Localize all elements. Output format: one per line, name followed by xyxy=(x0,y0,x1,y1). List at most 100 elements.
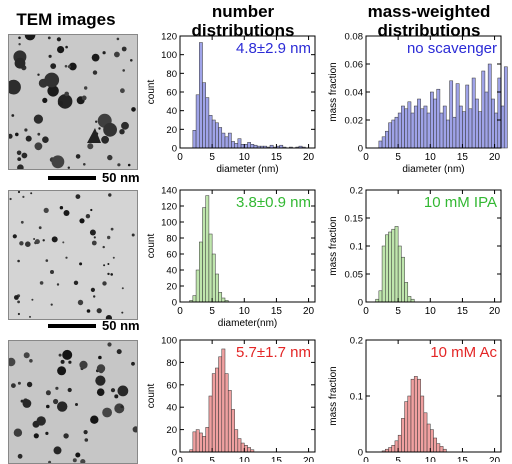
x-tick-label: 10 xyxy=(425,456,437,462)
bar xyxy=(221,297,226,303)
bar xyxy=(465,84,470,149)
y-tick-label: 40 xyxy=(166,403,177,414)
bar xyxy=(247,142,251,149)
bar xyxy=(484,91,489,149)
bar xyxy=(202,82,206,149)
bar xyxy=(202,436,206,453)
y-tick-label: 20 xyxy=(166,282,177,293)
histogram-m2: 0 5 10 15 20 0 0.05 0.1 0.15 0.2 mass fraction 10 m… xyxy=(328,186,502,317)
x-tick-label: 5 xyxy=(209,456,215,462)
bar xyxy=(430,91,434,149)
bar xyxy=(391,445,396,453)
x-tick-label: 20 xyxy=(303,306,315,317)
y-axis-label: count xyxy=(146,384,157,409)
bar xyxy=(388,231,392,303)
y-tick-label: 60 xyxy=(166,250,177,261)
x-tick-label: 5 xyxy=(395,152,401,163)
mass-distributions-header: mass-weighted distributions xyxy=(354,2,504,40)
y-tick-label: 0.04 xyxy=(345,88,364,99)
x-tick-label: 20 xyxy=(303,456,315,462)
scale-bar-2-label: 50 nm xyxy=(102,318,140,333)
bar xyxy=(211,119,216,149)
x-tick-label: 0 xyxy=(177,306,183,317)
mass-header-line1: mass-weighted xyxy=(367,2,491,21)
bar xyxy=(423,412,428,453)
bar xyxy=(413,105,418,149)
x-tick-label: 20 xyxy=(303,152,315,163)
x-tick-label: 15 xyxy=(271,456,283,462)
bar xyxy=(234,143,239,149)
bar xyxy=(237,138,242,149)
histogram-m1: 0 5 10 15 20 0 0.02 0.04 0.06 0.08 mass fraction di… xyxy=(328,32,508,175)
y-tick-label: 0 xyxy=(358,448,363,459)
bar xyxy=(192,130,197,149)
histogram-n2: 0 5 10 15 20 0 20 40 60 80 100 120 140 count diameter(… xyxy=(146,186,316,329)
y-axis-label: mass fraction xyxy=(328,62,339,121)
bar xyxy=(234,429,239,453)
y-tick-label: 140 xyxy=(161,186,177,197)
bar xyxy=(439,112,444,149)
scale-bar-1 xyxy=(48,176,96,180)
bar xyxy=(436,88,441,149)
histogram-n3: 0 5 10 15 20 0 20 40 60 80 100 count 5.7±1.7 nm xyxy=(146,336,316,462)
y-tick-label: 0.15 xyxy=(345,214,364,225)
annotation: 5.7±1.7 nm xyxy=(236,344,311,361)
bar xyxy=(426,423,431,453)
y-axis-label: count xyxy=(146,234,157,259)
bar xyxy=(394,226,399,303)
scale-bar-2 xyxy=(48,324,96,328)
bar xyxy=(195,94,200,149)
x-tick-label: 10 xyxy=(239,152,251,163)
bar xyxy=(503,66,508,149)
y-tick-label: 80 xyxy=(166,69,177,80)
bar xyxy=(426,112,431,149)
bar xyxy=(192,431,197,453)
bar xyxy=(231,141,235,149)
bar xyxy=(420,108,425,149)
bar xyxy=(401,418,405,453)
bar xyxy=(215,122,219,149)
bar xyxy=(227,390,232,453)
x-tick-label: 0 xyxy=(363,306,369,317)
x-tick-label: 10 xyxy=(239,456,251,462)
y-tick-label: 120 xyxy=(161,202,177,213)
bar xyxy=(385,130,389,149)
bar xyxy=(455,83,460,149)
bar xyxy=(205,195,210,303)
bar xyxy=(388,122,392,149)
annotation: no scavenger xyxy=(407,40,497,57)
y-tick-label: 0 xyxy=(172,298,177,309)
y-tick-label: 40 xyxy=(166,106,177,117)
bar xyxy=(381,245,386,303)
bar xyxy=(211,373,216,453)
bar xyxy=(394,116,399,149)
tem-image-no-scavenger xyxy=(8,34,138,170)
bar xyxy=(446,119,450,149)
y-axis-label: mass fraction xyxy=(328,366,339,425)
bar xyxy=(407,296,412,303)
scale-bar-1-label: 50 nm xyxy=(102,170,140,185)
y-tick-label: 0.1 xyxy=(350,392,363,403)
bar xyxy=(391,119,396,149)
y-tick-label: 100 xyxy=(161,336,177,347)
histogram-n1: 0 5 10 15 20 0 20 40 60 80 100 120 count diameter (nm… xyxy=(146,32,316,175)
bar xyxy=(218,292,223,303)
bar xyxy=(247,447,251,453)
number-header-line1: number xyxy=(211,2,275,21)
bar xyxy=(494,112,499,149)
y-tick-label: 0.2 xyxy=(350,336,363,347)
y-tick-label: 0 xyxy=(358,298,363,309)
x-tick-label: 0 xyxy=(363,456,369,462)
y-tick-label: 0.06 xyxy=(345,60,364,71)
bar xyxy=(211,253,216,303)
bar xyxy=(227,132,232,149)
bar xyxy=(407,395,412,453)
plot-frame xyxy=(179,339,316,453)
bar xyxy=(215,367,219,453)
bar xyxy=(471,77,476,149)
y-tick-label: 60 xyxy=(166,380,177,391)
bar xyxy=(423,105,428,149)
y-tick-label: 80 xyxy=(166,358,177,369)
bar xyxy=(199,42,203,149)
